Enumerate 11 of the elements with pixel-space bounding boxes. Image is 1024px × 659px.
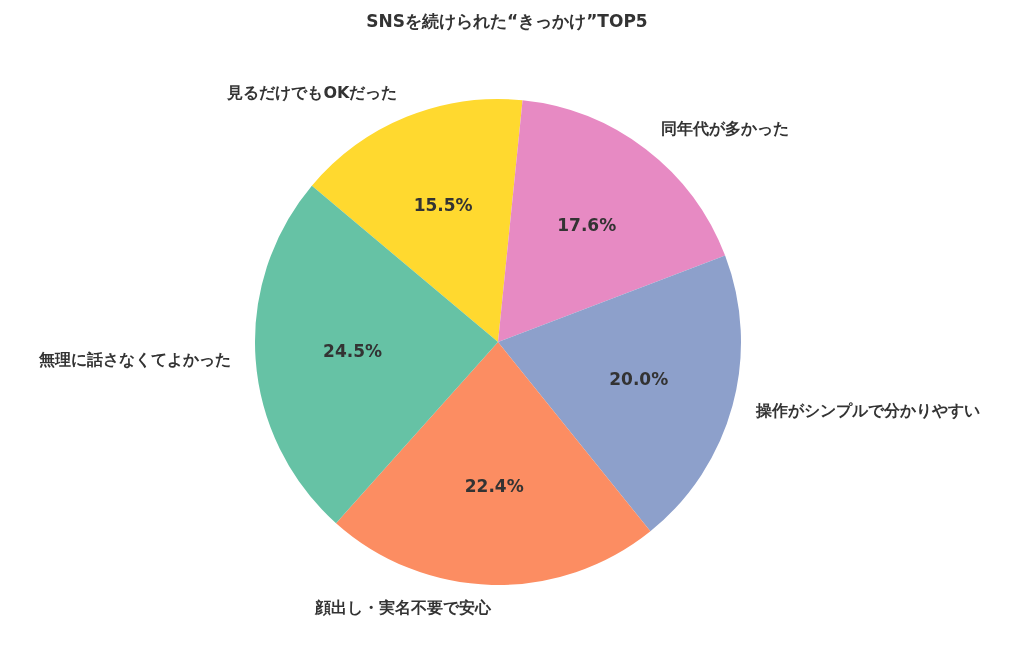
data-label: 15.5% (413, 195, 473, 216)
data-label: 17.6% (557, 214, 617, 235)
data-label: 24.5% (323, 340, 383, 361)
data-label: 22.4% (464, 476, 524, 497)
slice-label: 見るだけでもOKだった (226, 83, 398, 103)
slice-label: 操作がシンプルで分かりやすい (755, 401, 980, 421)
slice-label: 顔出し・実名不要で安心 (314, 598, 493, 618)
chart-title: SNSを続けられた“きっかけ”TOP5 (366, 11, 648, 32)
slice-label: 無理に話さなくてよかった (38, 350, 232, 370)
data-label: 20.0% (609, 368, 669, 389)
slice-label: 同年代が多かった (660, 119, 789, 139)
